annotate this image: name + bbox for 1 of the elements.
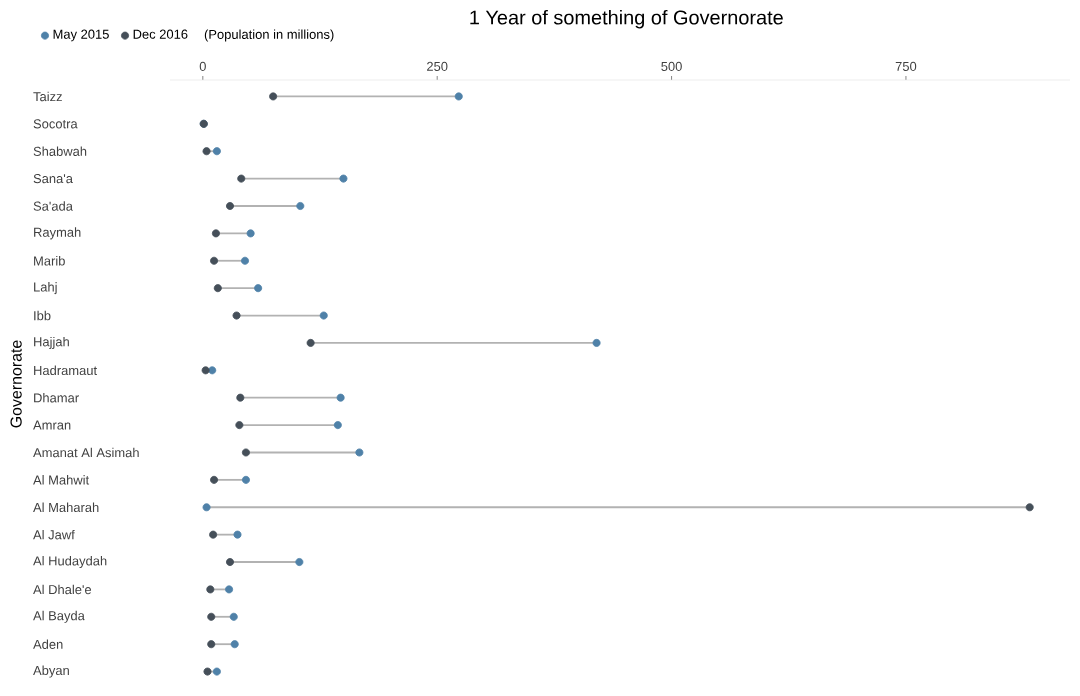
chart-title: 1 Year of something of Governorate	[470, 9, 783, 29]
